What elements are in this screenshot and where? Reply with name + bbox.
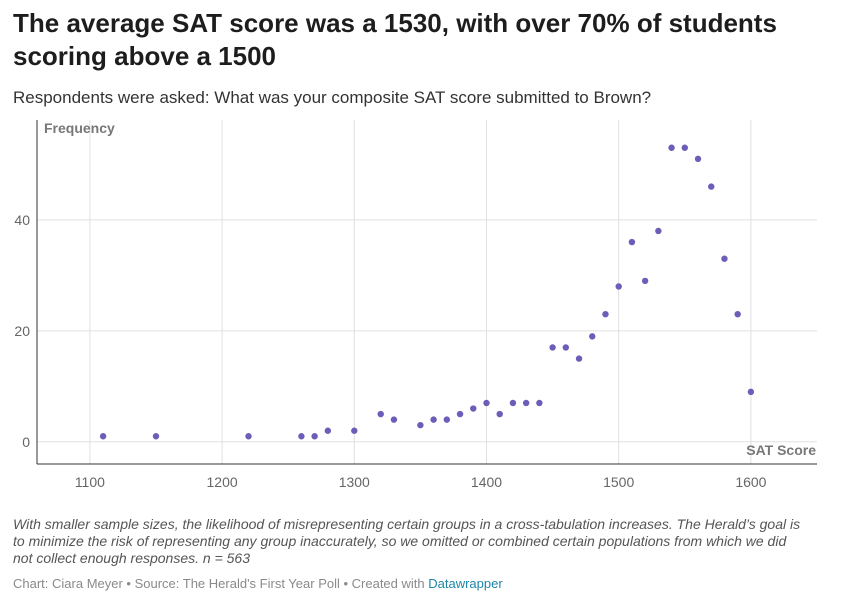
data-point-1360[interactable] (430, 416, 437, 423)
y-tick-labels: 0 20 40 (14, 212, 30, 450)
data-point-1600[interactable] (747, 388, 755, 396)
y-tick-label-0: 0 (22, 434, 30, 450)
data-point-1490[interactable] (602, 310, 609, 318)
data-point-1450[interactable] (549, 344, 556, 351)
data-point-1560[interactable] (694, 155, 702, 163)
x-tick-label-1500: 1500 (603, 474, 634, 490)
data-point-1260[interactable] (298, 433, 305, 440)
data-point-1280[interactable] (324, 427, 332, 434)
data-point-1430[interactable] (522, 399, 530, 407)
datawrapper-link[interactable]: Datawrapper (428, 576, 503, 591)
x-axis-title: SAT Score (746, 442, 816, 458)
x-tick-label-1300: 1300 (339, 474, 370, 490)
data-point-1550[interactable] (681, 144, 688, 151)
chart-title: The average SAT score was a 1530, with o… (13, 8, 777, 71)
chart-subtitle: Respondents were asked: What was your co… (13, 88, 652, 107)
data-points (99, 144, 755, 440)
data-point-1410[interactable] (496, 410, 503, 418)
data-point-1150[interactable] (152, 433, 160, 440)
data-point-1350[interactable] (417, 421, 424, 429)
data-point-1460[interactable] (562, 344, 570, 351)
data-point-1590[interactable] (734, 310, 741, 318)
data-point-1500[interactable] (615, 283, 622, 290)
x-tick-labels: 1100 1200 1300 1400 1500 1600 (75, 474, 767, 490)
data-point-1370[interactable] (443, 416, 451, 423)
data-point-1110[interactable] (99, 433, 107, 440)
data-point-1510[interactable] (628, 238, 636, 246)
data-point-1570[interactable] (708, 183, 715, 190)
data-point-1530[interactable] (655, 227, 662, 235)
byline-text: Chart: Ciara Meyer • Source: The Herald'… (13, 576, 429, 591)
data-point-1390[interactable] (470, 405, 477, 412)
data-point-1470[interactable] (575, 355, 583, 362)
data-point-1440[interactable] (536, 399, 543, 407)
data-point-1320[interactable] (377, 410, 384, 418)
data-point-1270[interactable] (311, 433, 318, 440)
data-point-1380[interactable] (456, 410, 464, 418)
y-tick-label-40: 40 (14, 212, 30, 228)
data-point-1400[interactable] (483, 399, 490, 407)
y-tick-label-20: 20 (14, 323, 30, 339)
data-point-1520[interactable] (641, 277, 649, 285)
data-point-1420[interactable] (509, 399, 517, 407)
x-tick-label-1400: 1400 (471, 474, 502, 490)
data-point-1580[interactable] (721, 255, 728, 262)
chart-notes: With smaller sample sizes, the likelihoo… (13, 516, 801, 566)
data-point-1300[interactable] (351, 427, 358, 434)
data-point-1220[interactable] (245, 433, 252, 440)
x-gridlines (89, 120, 752, 464)
y-gridlines (37, 219, 817, 443)
data-point-1540[interactable] (668, 144, 675, 151)
x-tick-label-1100: 1100 (75, 474, 105, 490)
data-point-1330[interactable] (390, 416, 398, 423)
data-point-1480[interactable] (589, 333, 596, 340)
scatter-chart: 0 20 40 1100 1200 1300 1400 1500 1600 Frequency… (14, 120, 817, 490)
y-axis-title: Frequency (44, 120, 115, 136)
x-tick-label-1600: 1600 (735, 474, 766, 490)
x-tick-label-1200: 1200 (207, 474, 238, 490)
chart-byline: Chart: Ciara Meyer • Source: The Herald'… (13, 576, 503, 592)
